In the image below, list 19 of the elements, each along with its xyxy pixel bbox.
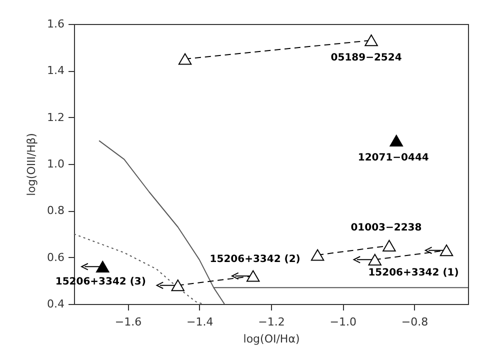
y-tick-label: 0.4 [47, 298, 64, 310]
annotation: 15206+3342 (2) [210, 254, 300, 265]
x-tick-label: −0.8 [401, 316, 428, 328]
x-axis-title: log(OI/Hα) [243, 332, 300, 346]
annotation: 05189−2524 [330, 52, 402, 64]
x-tick-label: −1.4 [186, 316, 214, 328]
y-tick-label: 1.6 [47, 18, 64, 30]
y-tick-label: 1.2 [47, 110, 64, 124]
annotation: 15206+3342 (1) [368, 267, 459, 278]
y-tick-label: 1.0 [47, 158, 64, 170]
y-tick-label: 0.8 [47, 204, 64, 218]
x-tick-label: −1.6 [114, 316, 142, 328]
y-tick-label: 0.6 [47, 250, 64, 264]
annotation: 01003−2238 [350, 222, 422, 234]
y-tick-label: 1.4 [47, 64, 64, 78]
x-tick-label: −1.2 [258, 316, 285, 328]
annotation: 12071−0444 [358, 152, 429, 164]
y-axis-title: log(OIII/Hβ) [25, 133, 38, 196]
x-tick-label: −1.0 [330, 316, 356, 328]
